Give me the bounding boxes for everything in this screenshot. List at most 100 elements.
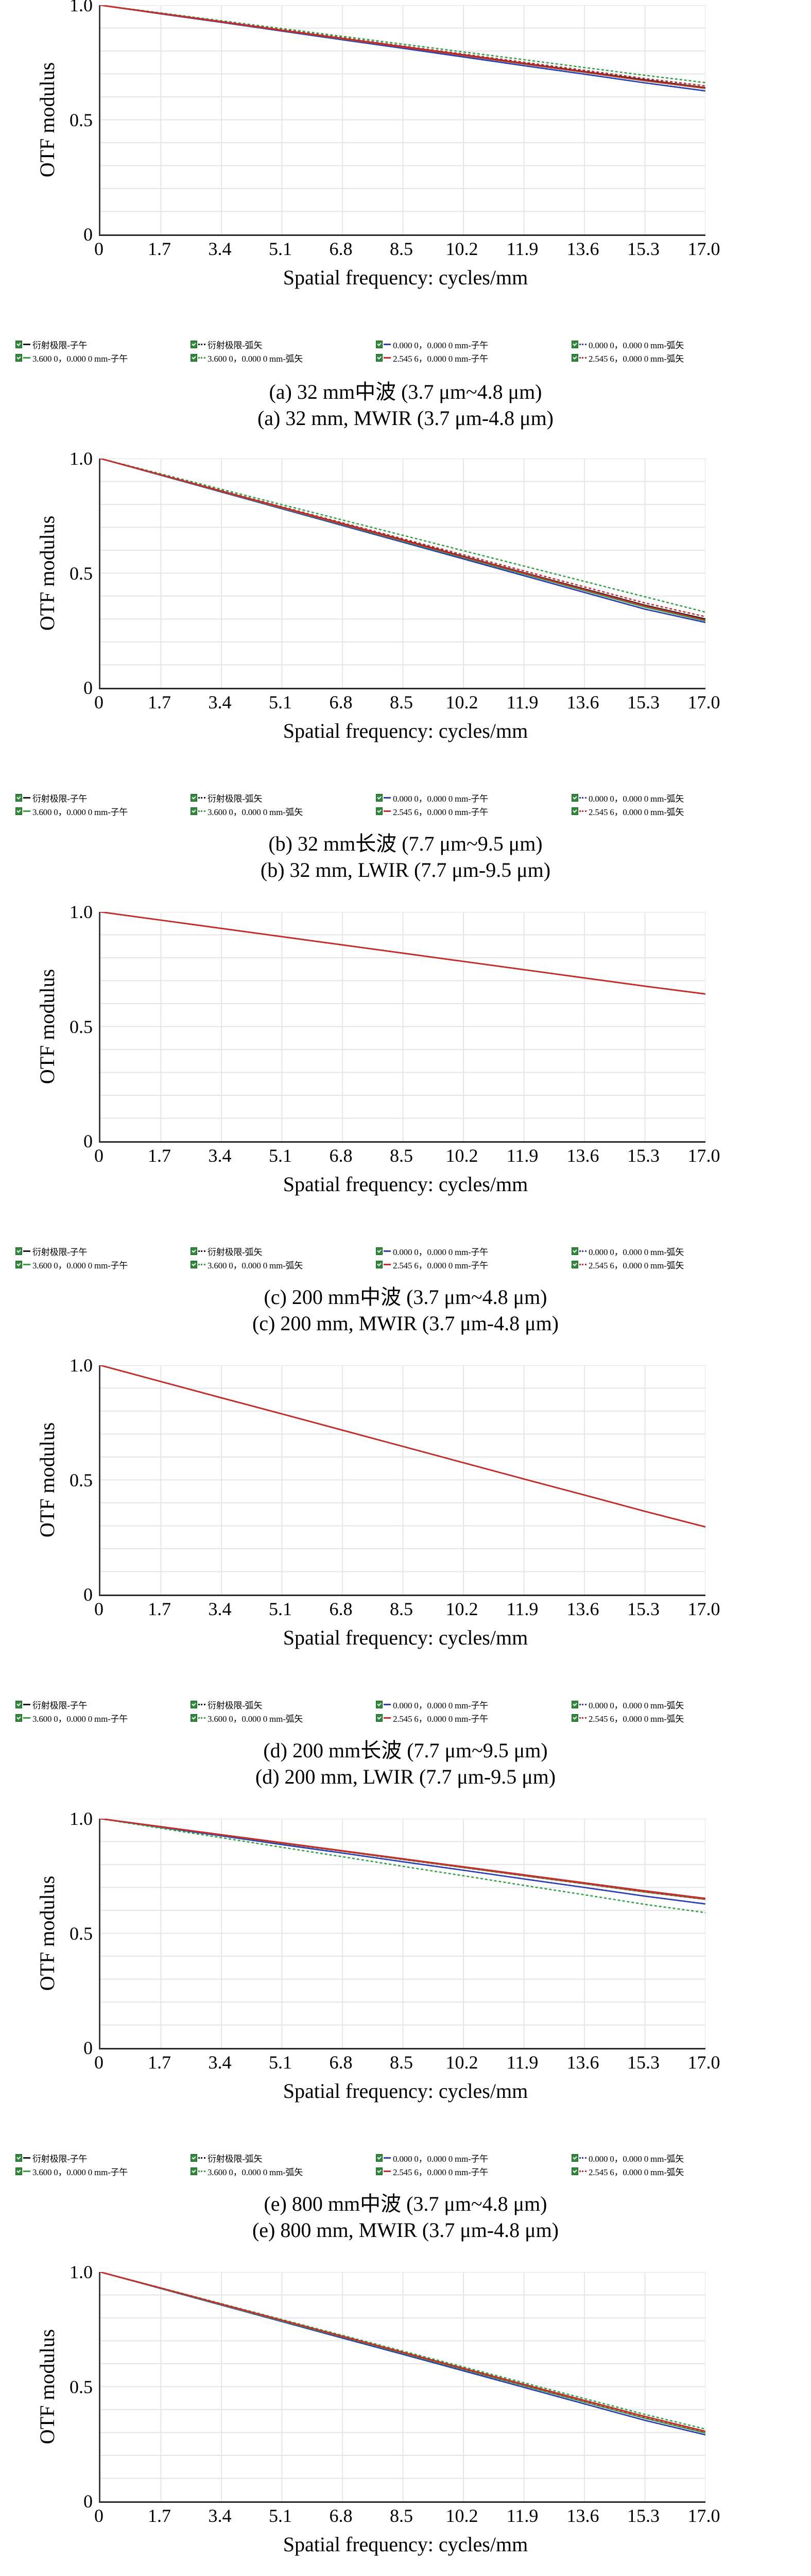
- legend-item[interactable]: 3.600 0，0.000 0 mm-弧矢: [191, 1711, 303, 1724]
- legend-item[interactable]: 3.600 0，0.000 0 mm-子午: [15, 1258, 128, 1271]
- legend-checkbox-icon[interactable]: [15, 340, 22, 348]
- legend-checkbox-icon[interactable]: [376, 1714, 383, 1722]
- x-axis-tick-label: 5.1: [269, 2052, 292, 2073]
- legend-line-sample: [198, 2157, 205, 2159]
- legend-checkbox-icon[interactable]: [572, 340, 578, 348]
- legend-checkbox-icon[interactable]: [376, 1700, 383, 1708]
- x-axis-tick-label: 15.3: [627, 692, 660, 713]
- x-axis-tick-label: 0: [94, 2052, 103, 2073]
- legend-checkbox-icon[interactable]: [376, 353, 383, 362]
- legend-item[interactable]: 2.545 6，0.000 0 mm-子午: [376, 2165, 488, 2178]
- legend-item[interactable]: 0.000 0，0.000 0 mm-子午: [376, 1245, 488, 1258]
- legend-checkbox-icon[interactable]: [572, 2167, 578, 2175]
- legend-item[interactable]: 3.600 0，0.000 0 mm-子午: [15, 351, 128, 364]
- x-axis-tick-label: 15.3: [627, 239, 660, 259]
- legend-item[interactable]: 0.000 0，0.000 0 mm-子午: [376, 338, 488, 351]
- legend-line-sample: [579, 2157, 586, 2159]
- legend-checkbox-icon[interactable]: [15, 1247, 22, 1255]
- legend-checkbox-icon[interactable]: [376, 1260, 383, 1268]
- legend-item[interactable]: 衍射极限-弧矢: [191, 338, 262, 351]
- y-axis-tick-label: 0: [83, 1584, 93, 1605]
- legend-checkbox-icon[interactable]: [191, 807, 197, 815]
- legend-line-sample: [23, 343, 30, 345]
- legend-checkbox-icon[interactable]: [376, 807, 383, 815]
- legend-line-sample: [384, 810, 391, 812]
- legend-checkbox-icon[interactable]: [376, 340, 383, 348]
- legend-checkbox-icon[interactable]: [191, 2154, 197, 2162]
- plot-canvas: [100, 1365, 705, 1595]
- legend-checkbox-icon[interactable]: [15, 2154, 22, 2162]
- legend-item[interactable]: 0.000 0，0.000 0 mm-子午: [376, 791, 488, 804]
- legend-checkbox-icon[interactable]: [191, 353, 197, 362]
- legend-checkbox-icon[interactable]: [572, 793, 578, 802]
- legend-checkbox-icon[interactable]: [376, 2154, 383, 2162]
- legend-label: 衍射极限-弧矢: [208, 1247, 263, 1257]
- legend-item[interactable]: 0.000 0，0.000 0 mm-弧矢: [572, 2151, 684, 2164]
- legend-item[interactable]: 2.545 6，0.000 0 mm-弧矢: [572, 351, 684, 364]
- legend-item[interactable]: 3.600 0，0.000 0 mm-子午: [15, 805, 128, 818]
- legend-item[interactable]: 2.545 6，0.000 0 mm-弧矢: [572, 2165, 684, 2178]
- legend-item[interactable]: 0.000 0，0.000 0 mm-弧矢: [572, 791, 684, 804]
- legend-item[interactable]: 衍射极限-子午: [15, 791, 87, 804]
- legend-item[interactable]: 3.600 0，0.000 0 mm-弧矢: [191, 351, 303, 364]
- legend-checkbox-icon[interactable]: [572, 353, 578, 362]
- legend-checkbox-icon[interactable]: [572, 1700, 578, 1708]
- legend-line-sample: [579, 2170, 586, 2172]
- legend-item[interactable]: 衍射极限-子午: [15, 1698, 87, 1711]
- chart-legend: 衍射极限-子午 衍射极限-弧矢 0.000 0，0.000 0 mm-子午 0.000…: [15, 791, 798, 818]
- legend-checkbox-icon[interactable]: [572, 1247, 578, 1255]
- y-axis-tick-label: 0.5: [70, 2376, 93, 2397]
- x-axis-title: Spatial frequency: cycles/mm: [283, 2533, 528, 2556]
- legend-item[interactable]: 2.545 6，0.000 0 mm-子午: [376, 1711, 488, 1724]
- legend-item[interactable]: 0.000 0，0.000 0 mm-弧矢: [572, 1698, 684, 1711]
- legend-item[interactable]: 3.600 0，0.000 0 mm-弧矢: [191, 2165, 303, 2178]
- legend-item[interactable]: 衍射极限-子午: [15, 338, 87, 351]
- legend-item[interactable]: 3.600 0，0.000 0 mm-子午: [15, 1711, 128, 1724]
- legend-checkbox-icon[interactable]: [191, 340, 197, 348]
- legend-checkbox-icon[interactable]: [572, 1260, 578, 1268]
- legend-checkbox-icon[interactable]: [572, 807, 578, 815]
- legend-item[interactable]: 衍射极限-弧矢: [191, 1698, 262, 1711]
- legend-item[interactable]: 2.545 6，0.000 0 mm-弧矢: [572, 1258, 684, 1271]
- legend-item[interactable]: 3.600 0，0.000 0 mm-弧矢: [191, 1258, 303, 1271]
- legend-checkbox-icon[interactable]: [191, 1700, 197, 1708]
- legend-checkbox-icon[interactable]: [191, 1714, 197, 1722]
- legend-line-sample: [384, 1263, 391, 1265]
- legend-checkbox-icon[interactable]: [376, 793, 383, 802]
- legend-checkbox-icon[interactable]: [572, 2154, 578, 2162]
- legend-item[interactable]: 衍射极限-弧矢: [191, 2151, 262, 2164]
- legend-item[interactable]: 衍射极限-子午: [15, 2151, 87, 2164]
- legend-checkbox-icon[interactable]: [15, 1714, 22, 1722]
- legend-item[interactable]: 0.000 0，0.000 0 mm-子午: [376, 1698, 488, 1711]
- legend-checkbox-icon[interactable]: [15, 1700, 22, 1708]
- legend-checkbox-icon[interactable]: [15, 793, 22, 802]
- chart-legend: 衍射极限-子午 衍射极限-弧矢 0.000 0，0.000 0 mm-子午 0.000…: [15, 2151, 798, 2178]
- legend-checkbox-icon[interactable]: [572, 1714, 578, 1722]
- legend-item[interactable]: 3.600 0，0.000 0 mm-弧矢: [191, 805, 303, 818]
- legend-item[interactable]: 衍射极限-弧矢: [191, 791, 262, 804]
- legend-item[interactable]: 0.000 0，0.000 0 mm-弧矢: [572, 338, 684, 351]
- legend-item[interactable]: 2.545 6，0.000 0 mm-子午: [376, 1258, 488, 1271]
- legend-item[interactable]: 2.545 6，0.000 0 mm-子午: [376, 805, 488, 818]
- legend-label: 0.000 0，0.000 0 mm-子午: [393, 793, 489, 804]
- legend-item[interactable]: 0.000 0，0.000 0 mm-子午: [376, 2151, 488, 2164]
- legend-item[interactable]: 衍射极限-子午: [15, 1245, 87, 1258]
- legend-line-sample: [579, 810, 586, 812]
- legend-item[interactable]: 2.545 6，0.000 0 mm-子午: [376, 351, 488, 364]
- legend-checkbox-icon[interactable]: [15, 2167, 22, 2175]
- legend-checkbox-icon[interactable]: [191, 2167, 197, 2175]
- legend-item[interactable]: 0.000 0，0.000 0 mm-弧矢: [572, 1245, 684, 1258]
- legend-checkbox-icon[interactable]: [191, 793, 197, 802]
- legend-checkbox-icon[interactable]: [376, 1247, 383, 1255]
- legend-item[interactable]: 衍射极限-弧矢: [191, 1245, 262, 1258]
- legend-checkbox-icon[interactable]: [15, 353, 22, 362]
- legend-checkbox-icon[interactable]: [15, 807, 22, 815]
- legend-label: 0.000 0，0.000 0 mm-弧矢: [589, 340, 684, 350]
- legend-item[interactable]: 2.545 6，0.000 0 mm-弧矢: [572, 1711, 684, 1724]
- legend-checkbox-icon[interactable]: [191, 1247, 197, 1255]
- legend-item[interactable]: 2.545 6，0.000 0 mm-弧矢: [572, 805, 684, 818]
- legend-item[interactable]: 3.600 0，0.000 0 mm-子午: [15, 2165, 128, 2178]
- legend-checkbox-icon[interactable]: [376, 2167, 383, 2175]
- legend-checkbox-icon[interactable]: [191, 1260, 197, 1268]
- legend-checkbox-icon[interactable]: [15, 1260, 22, 1268]
